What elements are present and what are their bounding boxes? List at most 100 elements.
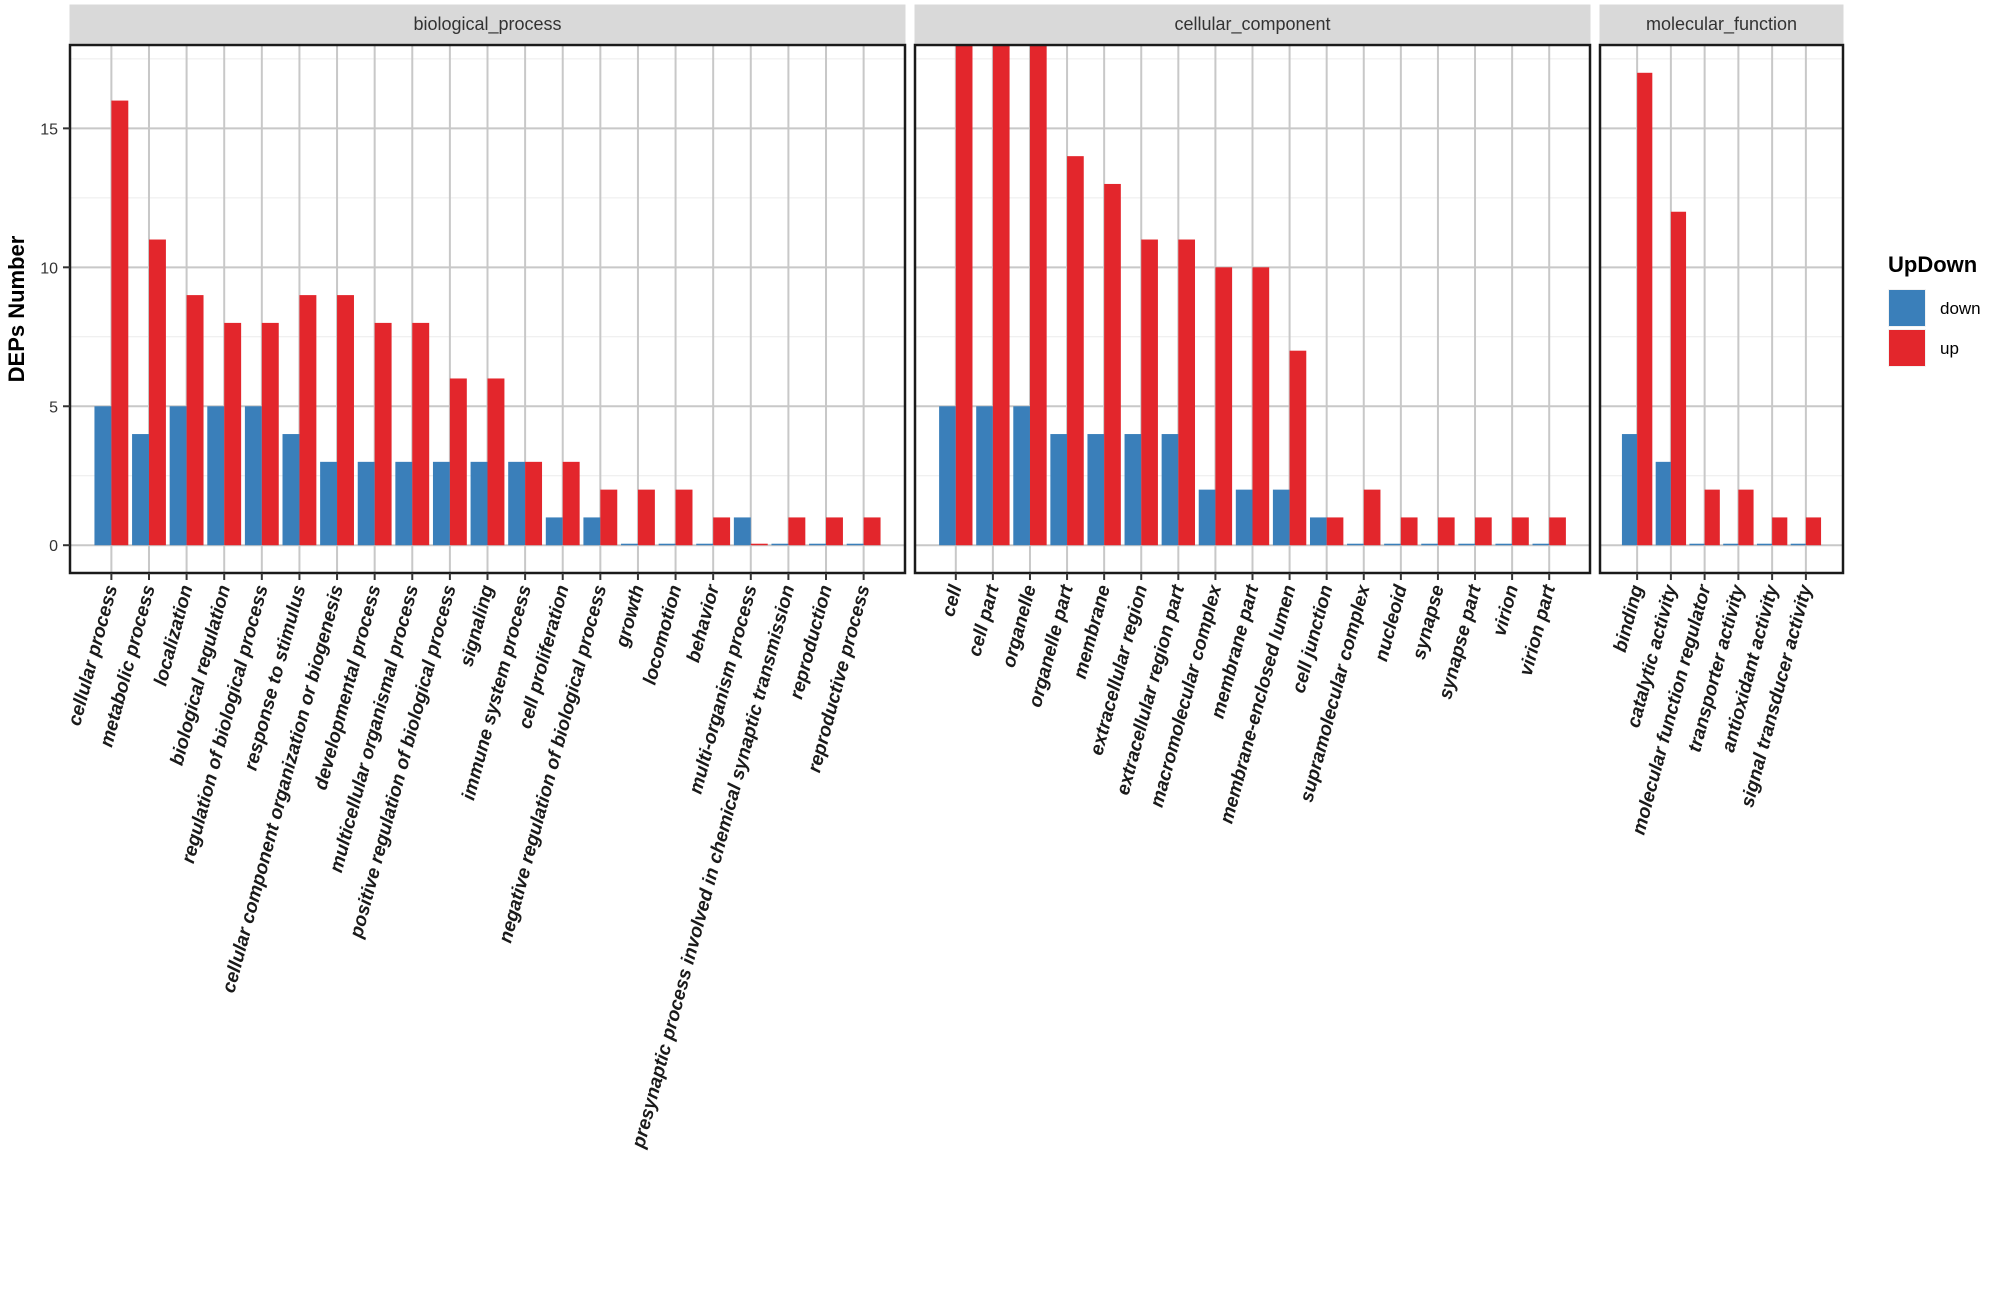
y-axis-title: DEPs Number: [4, 235, 29, 382]
bar-up-localization: [186, 295, 204, 546]
bar-up-cell: [955, 45, 973, 546]
x-tick-label: locomotion: [640, 583, 687, 687]
bar-up-behavior: [713, 517, 731, 546]
bar-down-molecular function regulator: [1689, 543, 1705, 546]
bar-down-cell proliferation: [545, 517, 563, 546]
bar-down-virion: [1495, 543, 1513, 546]
bar-down-synapse part: [1458, 543, 1476, 546]
bar-down-reproductive process: [846, 543, 864, 546]
bar-up-developmental process: [374, 322, 392, 546]
bar-down-response to stimulus: [282, 434, 300, 546]
bar-down-supramolecular complex: [1347, 543, 1364, 546]
bar-down-cell: [939, 406, 956, 546]
facet-strip-label: biological_process: [413, 14, 561, 35]
bar-down-negative regulation of biological process: [583, 517, 601, 546]
bar-down-synapse: [1421, 543, 1438, 546]
y-tick-label: 0: [49, 538, 58, 555]
bar-down-transporter activity: [1723, 543, 1739, 546]
x-tick-label: synapse: [1409, 582, 1449, 661]
facet-strip-label: cellular_component: [1174, 14, 1330, 35]
bar-down-extracellular region: [1124, 434, 1142, 546]
bar-down-presynaptic process involved in chemical synaptic transmission: [771, 543, 789, 546]
panel-border: [1598, 43, 1845, 575]
x-tick-label: binding: [1610, 582, 1648, 654]
bar-up-signal transducer activity: [1805, 517, 1822, 546]
bar-down-macromolecular complex: [1198, 489, 1216, 546]
x-tick-label: cell part: [965, 582, 1004, 658]
bar-up-macromolecular complex: [1215, 267, 1233, 546]
facet-strip-cellular_component: [914, 4, 1591, 44]
legend-label-up: up: [1940, 339, 1959, 358]
bar-up-biological regulation: [224, 322, 242, 546]
bar-up-supramolecular complex: [1363, 489, 1381, 546]
bar-up-virion: [1512, 517, 1529, 546]
bar-down-developmental process: [357, 461, 375, 546]
x-tick-label: membrane: [1070, 582, 1115, 681]
y-tick-label: 15: [40, 121, 58, 138]
bar-up-reproduction: [826, 517, 843, 546]
x-tick-label: cell: [938, 582, 967, 619]
legend-label-down: down: [1940, 299, 1981, 318]
bar-up-extracellular region part: [1178, 239, 1196, 546]
x-tick-label: organelle: [999, 582, 1041, 669]
bar-up-cell part: [992, 45, 1010, 546]
bar-up-signaling: [487, 378, 505, 546]
bar-down-metabolic process: [132, 434, 149, 546]
bar-up-synapse: [1437, 517, 1455, 546]
bar-up-synapse part: [1475, 517, 1492, 546]
x-tick-label: nucleoid: [1371, 582, 1412, 663]
bar-down-cellular component organization or biogenesis: [320, 461, 338, 546]
bar-up-cell proliferation: [562, 461, 580, 546]
bar-up-cellular component organization or biogenesis: [337, 295, 354, 546]
x-tick-label: virion: [1489, 583, 1523, 638]
bar-down-organelle: [1013, 406, 1030, 546]
bar-up-antioxidant activity: [1772, 517, 1788, 546]
facet-strip-biological_process: [69, 4, 906, 44]
bar-down-organelle part: [1050, 434, 1068, 546]
y-tick-label: 5: [49, 399, 58, 416]
bar-down-cellular process: [94, 406, 112, 546]
bar-down-locomotion: [658, 543, 676, 546]
bar-up-positive regulation of biological process: [449, 378, 467, 546]
legend-title: UpDown: [1888, 252, 1977, 277]
bar-up-membrane: [1104, 183, 1121, 546]
bar-up-binding: [1637, 72, 1653, 546]
bar-up-regulation of biological process: [261, 322, 279, 546]
x-tick-label: behavior: [683, 581, 724, 664]
bar-up-immune system process: [525, 461, 543, 546]
bar-down-nucleoid: [1384, 543, 1401, 546]
facet-strip-label: molecular_function: [1646, 14, 1797, 35]
bar-up-cell junction: [1326, 517, 1344, 546]
bar-up-virion part: [1549, 517, 1566, 546]
bar-up-locomotion: [675, 489, 693, 546]
bar-up-cellular process: [111, 100, 129, 546]
bar-down-binding: [1621, 434, 1638, 546]
bar-down-positive regulation of biological process: [432, 461, 450, 546]
bar-down-localization: [169, 406, 187, 546]
bar-down-regulation of biological process: [244, 406, 262, 546]
bar-up-extracellular region: [1141, 239, 1158, 546]
bar-down-immune system process: [508, 461, 526, 546]
bar-up-molecular function regulator: [1704, 489, 1720, 546]
bar-up-catalytic activity: [1670, 211, 1687, 546]
bar-up-presynaptic process involved in chemical synaptic transmission: [788, 517, 806, 546]
legend-key-down: [1889, 290, 1925, 326]
bar-down-multi-organism process: [733, 517, 751, 546]
bar-up-response to stimulus: [299, 295, 317, 546]
bar-down-antioxidant activity: [1756, 543, 1773, 546]
bar-down-extracellular region part: [1161, 434, 1179, 546]
bar-down-growth: [621, 543, 638, 546]
bar-up-multicellular organismal process: [412, 322, 430, 546]
x-tick-label: virion part: [1516, 582, 1561, 678]
bar-down-signal transducer activity: [1790, 543, 1806, 546]
bar-down-biological regulation: [207, 406, 225, 546]
y-tick-label: 10: [40, 260, 58, 277]
bar-up-multi-organism process: [750, 543, 768, 546]
bar-up-reproductive process: [863, 517, 881, 546]
bar-up-membrane part: [1252, 267, 1270, 546]
bar-down-membrane: [1087, 434, 1105, 546]
bar-down-multicellular organismal process: [395, 461, 413, 546]
bar-down-catalytic activity: [1655, 461, 1671, 546]
